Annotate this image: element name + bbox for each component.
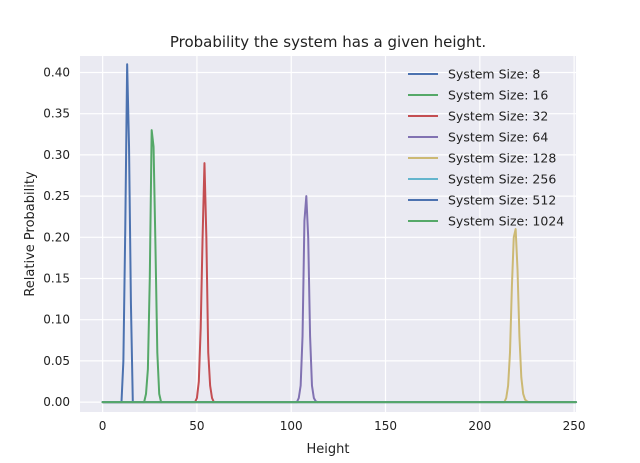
y-tick-label: 0.00 [43,395,70,409]
x-tick-label: 250 [563,419,586,433]
chart-title: Probability the system has a given heigh… [170,33,486,51]
y-axis-label: Relative Probability [23,171,38,297]
series-line-1 [101,63,134,404]
series-line-3 [101,162,215,404]
legend-label: System Size: 32 [448,109,548,124]
legend-label: System Size: 256 [448,172,556,187]
y-tick-label: 0.15 [43,272,70,286]
legend-label: System Size: 1024 [448,214,564,229]
y-tick-label: 0.25 [43,189,70,203]
x-axis-label: Height [307,442,350,457]
series-line-2 [101,129,163,404]
y-tick-label: 0.10 [43,313,70,327]
y-tick-label: 0.40 [43,65,70,79]
x-tick-label: 50 [189,419,204,433]
x-tick-label: 0 [99,419,107,433]
y-tick-label: 0.20 [43,230,70,244]
x-tick-label: 200 [468,419,491,433]
legend-label: System Size: 128 [448,151,556,166]
y-tick-label: 0.05 [43,354,70,368]
legend-label: System Size: 8 [448,67,540,82]
x-tick-label: 150 [374,419,397,433]
tick-labels: 0 50 100 150 200 250 0.00 0.05 0.10 0.15 0.20 0.25 0… [43,65,585,433]
plot-area [80,56,576,412]
y-tick-label: 0.35 [43,107,70,121]
series-layer [101,63,577,404]
legend-label: System Size: 16 [448,88,548,103]
legend-label: System Size: 64 [448,130,548,145]
legend: System Size: 8 System Size: 16 System Size… [408,67,564,229]
series-line-5 [101,228,577,404]
y-tick-label: 0.30 [43,148,70,162]
series-line-4 [101,195,319,404]
x-tick-label: 100 [280,419,303,433]
legend-label: System Size: 512 [448,193,556,208]
